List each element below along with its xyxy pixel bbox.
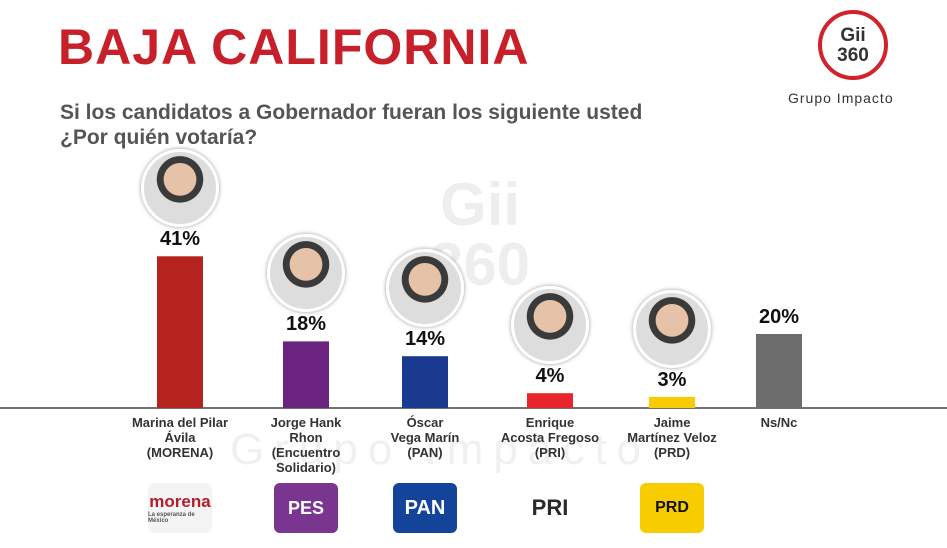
candidate-photo [633, 289, 711, 368]
value-label: 4% [535, 365, 565, 388]
party-logo: PAN [393, 483, 457, 533]
party-name: PRI [531, 495, 569, 520]
x-tick-label: Jorge Hank Rhon (Encuentro Solidario) [270, 415, 342, 475]
bar [157, 256, 203, 408]
x-tick-label: Jaime Martínez Veloz (PRD) [627, 415, 717, 460]
watermark-logo: Gii 360 [430, 175, 530, 295]
bar [649, 396, 695, 408]
value-label: 41% [159, 228, 201, 251]
party-logo: PES [274, 483, 338, 533]
bar [756, 334, 802, 408]
brand-name: Grupo Impacto [788, 90, 894, 106]
party-tagline: La esperanza de México [148, 512, 195, 524]
value-label: 18% [285, 313, 327, 336]
watermark-text: Gii [440, 171, 521, 238]
party-logo: PRI [518, 483, 582, 533]
bar [527, 393, 573, 408]
party-name: PAN [404, 496, 446, 519]
watermark-brand: Grupo Impacto [230, 425, 652, 474]
logo-text: Gii [840, 25, 866, 46]
x-tick-label: Enrique Acosta Fregoso (PRI) [500, 415, 600, 460]
value-label: 3% [657, 368, 687, 391]
x-tick-label: Marina del Pilar Ávila (MORENA) [131, 415, 229, 460]
party-name: PES [287, 497, 325, 518]
party-name: morena [149, 492, 211, 511]
party-logo: morena La esperanza de México [148, 483, 212, 533]
logo-text: 360 [837, 45, 869, 66]
logo: Gii 360 [818, 10, 888, 80]
bar [402, 356, 448, 408]
value-label: 20% [758, 306, 800, 328]
chart-subtitle: Si los candidatos a Gobernador fueran lo… [60, 101, 643, 149]
x-tick-label: Óscar Vega Marín (PAN) [390, 415, 460, 460]
x-tick-label: Ns/Nc [760, 415, 798, 430]
candidate-photo [141, 149, 219, 228]
candidate-photo [267, 234, 345, 313]
party-logo: PRD [640, 483, 704, 533]
party-name: PRD [655, 499, 689, 516]
value-label: 14% [404, 328, 446, 351]
bar [283, 341, 329, 408]
chart-title: BAJA CALIFORNIA [58, 19, 530, 75]
candidate-photo [511, 286, 589, 365]
candidate-photo [386, 249, 464, 328]
